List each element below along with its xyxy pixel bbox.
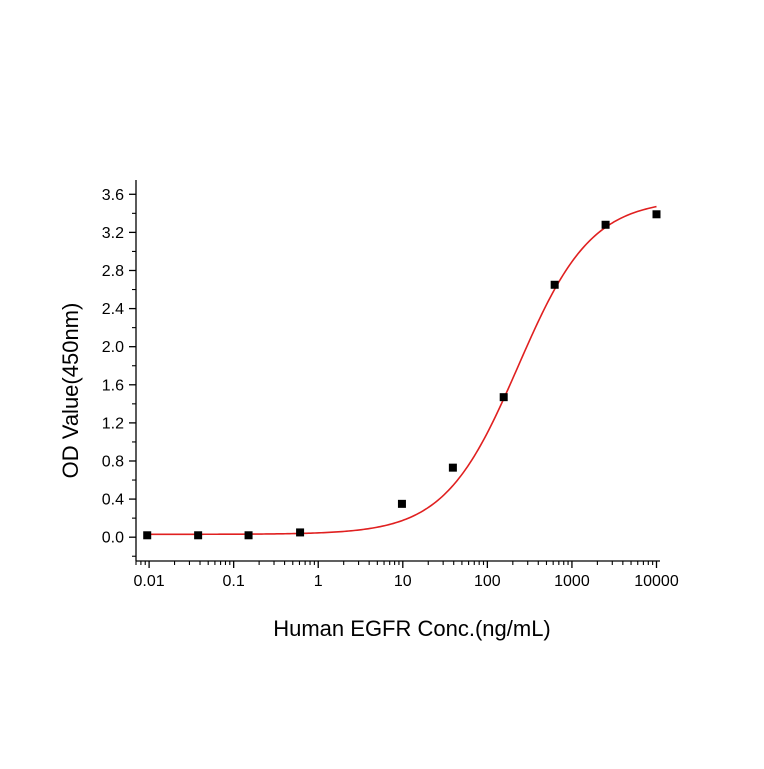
y-tick-label: 3.6 xyxy=(102,187,124,204)
data-point xyxy=(397,499,406,508)
data-point xyxy=(296,528,305,537)
x-tick-label: 10 xyxy=(394,573,412,590)
data-point xyxy=(652,210,661,219)
y-tick-label: 2.0 xyxy=(102,339,124,356)
data-point xyxy=(499,393,508,402)
x-tick-label: 1 xyxy=(314,573,323,590)
y-tick-label: 1.6 xyxy=(102,377,124,394)
x-axis-title: Human EGFR Conc.(ng/mL) xyxy=(273,616,551,641)
data-points-layer xyxy=(143,210,661,540)
y-axis-title: OD Value(450nm) xyxy=(58,303,83,479)
y-tick-label: 0.0 xyxy=(102,530,124,547)
fit-curve-layer xyxy=(147,205,657,536)
y-tick-label: 0.8 xyxy=(102,453,124,470)
axis-labels: 0.0 0.4 0.8 1.2 1.6 2.0 2.4 2.8 3.2 3.6 0.01 0.1 1 10… xyxy=(58,187,679,641)
data-point xyxy=(550,280,559,289)
data-point xyxy=(448,463,457,472)
data-point xyxy=(143,531,152,540)
y-tick-label: 2.8 xyxy=(102,263,124,280)
x-tick-label: 10000 xyxy=(634,573,679,590)
y-tick-label: 3.2 xyxy=(102,225,124,242)
y-tick-label: 2.4 xyxy=(102,301,124,318)
data-point xyxy=(244,531,253,540)
axes xyxy=(129,180,660,568)
x-tick-label: 1000 xyxy=(554,573,590,590)
y-tick-label: 1.2 xyxy=(102,415,124,432)
x-tick-label: 0.1 xyxy=(223,573,245,590)
data-point xyxy=(194,531,203,540)
data-point xyxy=(601,220,610,229)
fit-curve xyxy=(147,205,657,536)
y-tick-label: 0.4 xyxy=(102,492,124,509)
x-tick-label: 0.01 xyxy=(134,573,165,590)
x-tick-label: 100 xyxy=(474,573,501,590)
